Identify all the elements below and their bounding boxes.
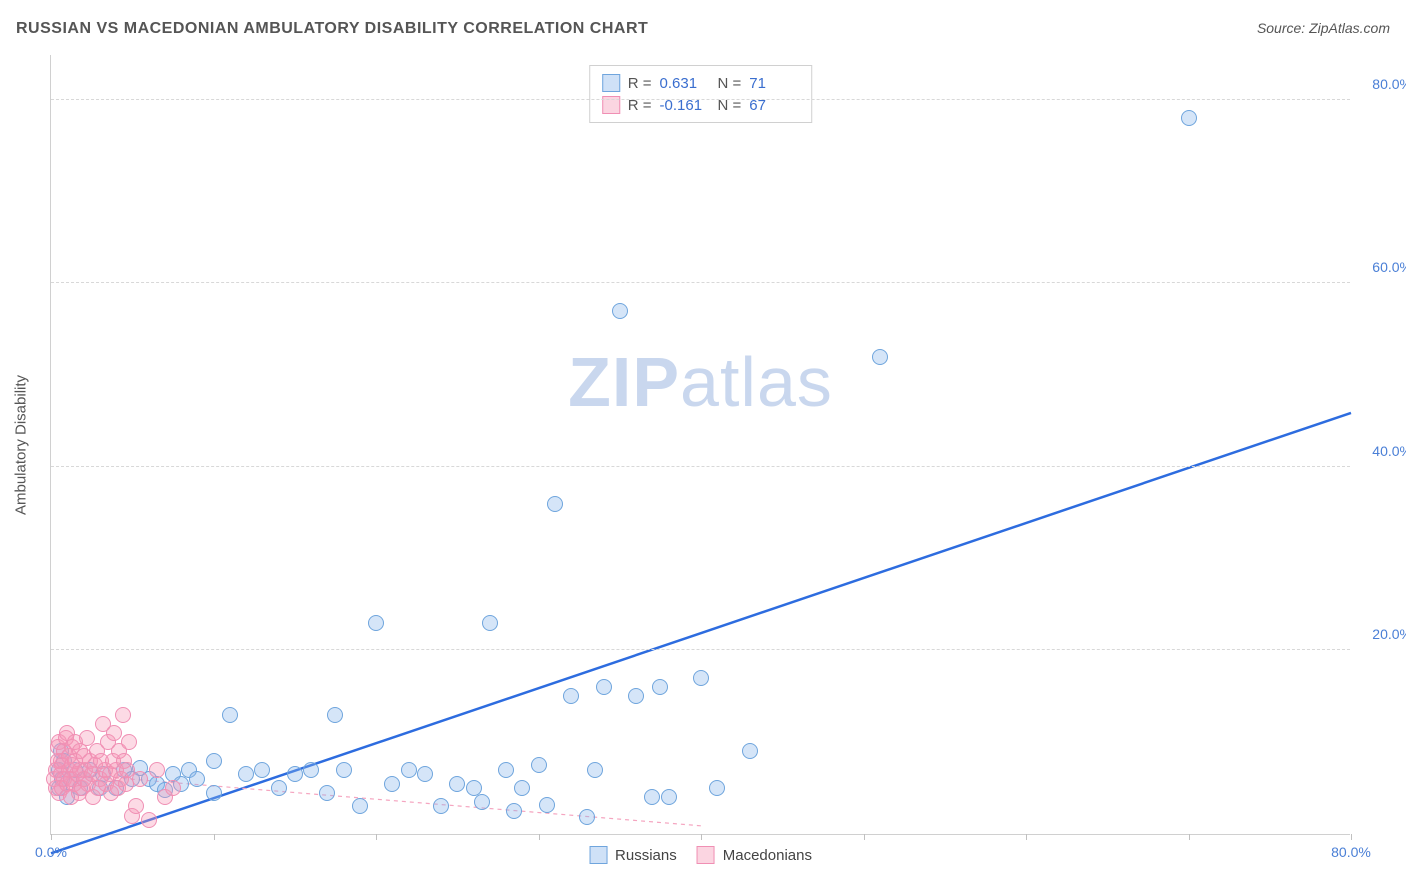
data-point (165, 780, 181, 796)
data-point (206, 753, 222, 769)
data-point (189, 771, 205, 787)
x-tick (1351, 834, 1352, 840)
x-tick (51, 834, 52, 840)
legend-item-russians: Russians (589, 846, 677, 864)
series-legend: Russians Macedonians (589, 846, 812, 864)
data-point (106, 725, 122, 741)
legend-label: Russians (615, 847, 677, 864)
data-point (287, 766, 303, 782)
legend-row-macedonians: R = -0.161 N = 67 (602, 94, 800, 116)
data-point (271, 780, 287, 796)
data-point (238, 766, 254, 782)
data-point (433, 798, 449, 814)
data-point (336, 762, 352, 778)
gridline (51, 282, 1350, 283)
data-point (401, 762, 417, 778)
chart-title: RUSSIAN VS MACEDONIAN AMBULATORY DISABIL… (16, 20, 648, 38)
source-prefix: Source: (1257, 20, 1309, 36)
correlation-legend: R = 0.631 N = 71 R = -0.161 N = 67 (589, 65, 813, 123)
scatter-chart: Ambulatory Disability ZIPatlas R = 0.631… (50, 55, 1350, 835)
data-point (872, 349, 888, 365)
r-label: R = (628, 75, 652, 92)
trend-lines (51, 55, 1350, 834)
data-point (531, 757, 547, 773)
data-point (482, 615, 498, 631)
source-name: ZipAtlas.com (1309, 20, 1390, 36)
data-point (222, 707, 238, 723)
chart-header: RUSSIAN VS MACEDONIAN AMBULATORY DISABIL… (16, 20, 1390, 38)
data-point (579, 809, 595, 825)
n-value: 71 (749, 75, 799, 92)
data-point (506, 803, 522, 819)
data-point (118, 776, 134, 792)
x-tick-label: 0.0% (35, 844, 67, 860)
data-point (628, 688, 644, 704)
x-tick (539, 834, 540, 840)
x-tick (376, 834, 377, 840)
legend-label: Macedonians (723, 847, 812, 864)
data-point (596, 679, 612, 695)
r-value: 0.631 (660, 75, 710, 92)
russians-trend-line (51, 413, 1351, 853)
legend-row-russians: R = 0.631 N = 71 (602, 72, 800, 94)
data-point (352, 798, 368, 814)
data-point (742, 743, 758, 759)
data-point (612, 303, 628, 319)
data-point (587, 762, 603, 778)
macedonians-swatch-icon (697, 846, 715, 864)
data-point (547, 496, 563, 512)
data-point (319, 785, 335, 801)
data-point (644, 789, 660, 805)
y-tick-label: 20.0% (1372, 626, 1406, 642)
data-point (303, 762, 319, 778)
x-tick (1026, 834, 1027, 840)
data-point (1181, 110, 1197, 126)
y-tick-label: 60.0% (1372, 259, 1406, 275)
data-point (327, 707, 343, 723)
russians-swatch-icon (589, 846, 607, 864)
gridline (51, 466, 1350, 467)
gridline (51, 99, 1350, 100)
x-tick (864, 834, 865, 840)
x-tick-label: 80.0% (1331, 844, 1371, 860)
data-point (498, 762, 514, 778)
y-tick-label: 40.0% (1372, 443, 1406, 459)
x-tick (1189, 834, 1190, 840)
y-tick-label: 80.0% (1372, 76, 1406, 92)
data-point (661, 789, 677, 805)
data-point (121, 734, 137, 750)
data-point (384, 776, 400, 792)
gridline (51, 649, 1350, 650)
data-point (149, 762, 165, 778)
data-point (141, 812, 157, 828)
russians-swatch-icon (602, 74, 620, 92)
data-point (474, 794, 490, 810)
data-point (539, 797, 555, 813)
data-point (115, 707, 131, 723)
data-point (514, 780, 530, 796)
legend-item-macedonians: Macedonians (697, 846, 812, 864)
data-point (693, 670, 709, 686)
data-point (563, 688, 579, 704)
data-point (709, 780, 725, 796)
data-point (128, 798, 144, 814)
source-attribution: Source: ZipAtlas.com (1257, 20, 1390, 36)
data-point (254, 762, 270, 778)
data-point (652, 679, 668, 695)
y-axis-title: Ambulatory Disability (13, 374, 30, 514)
x-tick (214, 834, 215, 840)
data-point (206, 785, 222, 801)
n-label: N = (718, 75, 742, 92)
data-point (449, 776, 465, 792)
data-point (417, 766, 433, 782)
x-tick (701, 834, 702, 840)
data-point (132, 771, 148, 787)
data-point (368, 615, 384, 631)
